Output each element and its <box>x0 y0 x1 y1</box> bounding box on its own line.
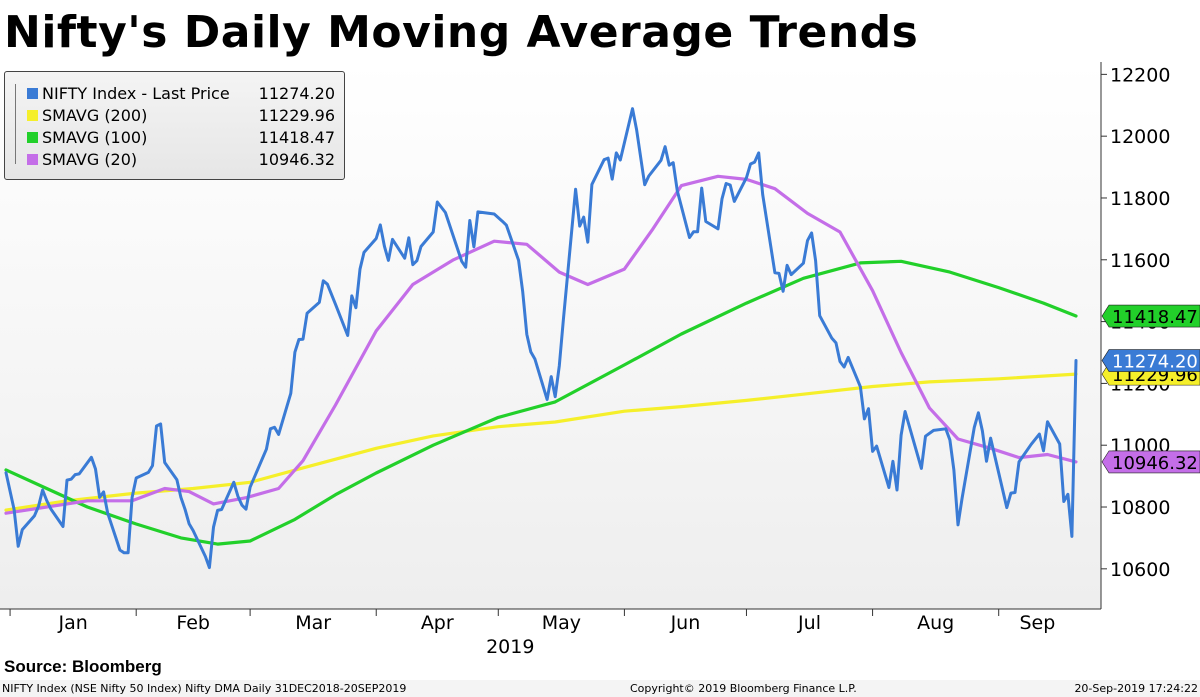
legend-last-value: 10946.32 <box>258 150 335 169</box>
y-tick-label: 10600 <box>1110 559 1170 581</box>
series-line-smavg-200 <box>4 372 1078 512</box>
x-month-label: Jun <box>670 612 701 634</box>
series-line-smavg-100 <box>4 259 1078 546</box>
legend-entry-smavg-20: SMAVG (20) 10946.32 <box>5 149 344 171</box>
x-month-label: Mar <box>295 612 331 634</box>
legend-series-name: SMAVG (200) <box>42 106 148 125</box>
footer-timestamp: 20-Sep-2019 17:24:22 <box>1074 682 1198 695</box>
source-note: Source: Bloomberg <box>4 657 162 676</box>
legend-series-name: SMAVG (100) <box>42 128 148 147</box>
legend-swatch <box>27 110 38 121</box>
last-value-tag-smavg-100 <box>1101 304 1200 328</box>
x-year-label: 2019 <box>486 636 534 658</box>
x-month-label: Sep <box>1019 612 1055 634</box>
last-value-tag-smavg-20 <box>1101 450 1200 474</box>
y-tick-label: 10800 <box>1110 497 1170 519</box>
y-tick-label: 11600 <box>1110 250 1170 272</box>
x-month-label: Apr <box>421 612 454 634</box>
last-value-tag-nifty-index-last-price <box>1101 349 1200 372</box>
series-layer <box>4 107 1078 570</box>
last-value-label: 10946.32 <box>1112 453 1198 474</box>
legend-entry-smavg-100: SMAVG (100) 11418.47 <box>5 127 344 149</box>
x-month-label: Feb <box>176 612 210 634</box>
y-tick-label: 12000 <box>1110 126 1170 148</box>
legend-last-value: 11418.47 <box>258 128 335 147</box>
legend-last-value: 11274.20 <box>258 84 335 103</box>
footer-bar: NIFTY Index (NSE Nifty 50 Index) Nifty D… <box>0 680 1200 697</box>
legend-last-value: 11229.96 <box>258 106 335 125</box>
series-line-nifty-index-last-price <box>4 107 1078 570</box>
legend-swatch <box>27 132 38 143</box>
axis-layer: 1060010800110001120011400116001180012000… <box>0 62 1170 658</box>
legend-entry-smavg-200: SMAVG (200) 11229.96 <box>5 105 344 127</box>
legend-tree-connector <box>15 84 22 164</box>
x-month-label: Aug <box>917 612 954 634</box>
x-month-label: Jan <box>57 612 87 634</box>
legend-swatch <box>27 88 38 99</box>
last-value-label: 11274.20 <box>1112 352 1198 373</box>
x-month-label: Jul <box>797 612 821 634</box>
legend-series-name: NIFTY Index - Last Price <box>42 84 230 103</box>
footer-copyright: Copyright© 2019 Bloomberg Finance L.P. <box>630 682 857 695</box>
legend-swatch <box>27 154 38 165</box>
x-month-label: May <box>542 612 581 634</box>
last-value-label: 11418.47 <box>1112 307 1198 328</box>
legend-entry-nifty-index-last-price: NIFTY Index - Last Price 11274.20 <box>5 83 344 105</box>
legend-series-name: SMAVG (20) <box>42 150 138 169</box>
y-tick-label: 11800 <box>1110 188 1170 210</box>
y-tick-label: 12200 <box>1110 64 1170 86</box>
chart-legend: NIFTY Index - Last Price 11274.20 SMAVG (2… <box>4 71 345 180</box>
footer-left-text: NIFTY Index (NSE Nifty 50 Index) Nifty D… <box>2 682 407 695</box>
chart-title: Nifty's Daily Moving Average Trends <box>4 7 919 58</box>
series-line-smavg-20 <box>4 174 1078 515</box>
